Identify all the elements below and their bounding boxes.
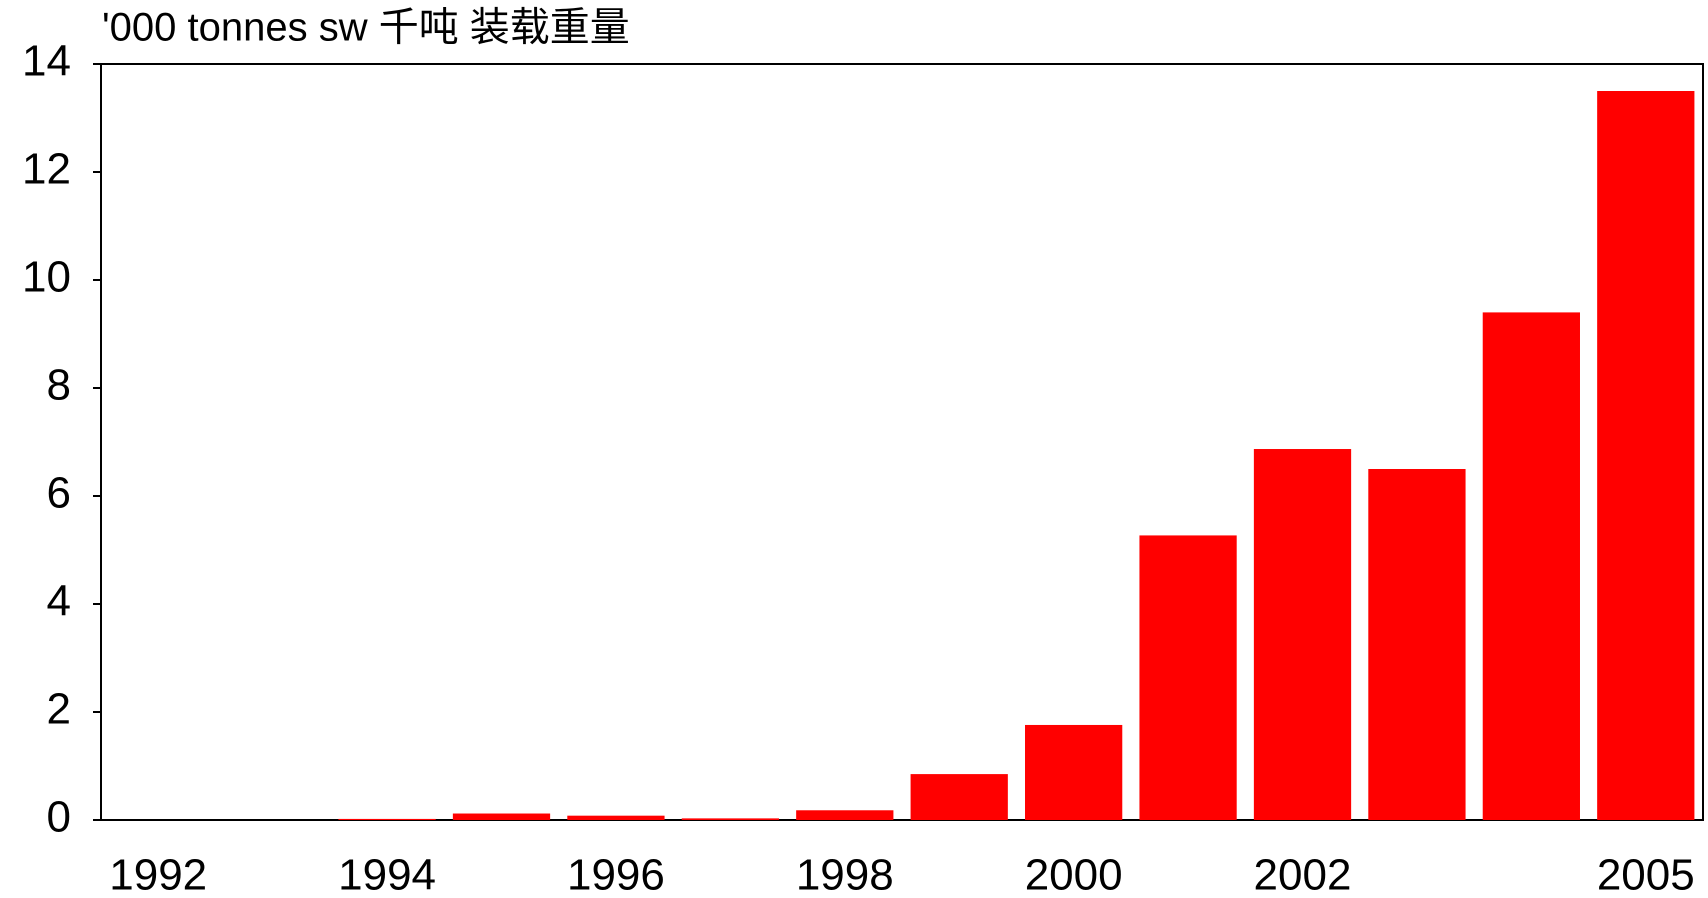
y-tick-label: 14 [22, 37, 71, 86]
bar [796, 810, 894, 820]
x-tick-label: 1998 [796, 851, 894, 898]
y-tick-label: 6 [47, 469, 71, 518]
plot-frame [100, 63, 1704, 821]
y-tick-label: 8 [47, 361, 71, 410]
bar [1139, 535, 1237, 820]
bar [1597, 91, 1695, 820]
x-tick-label: 2000 [1025, 851, 1123, 898]
x-tick-label: 1994 [338, 851, 436, 898]
bar [1025, 724, 1123, 820]
y-tick-label: 4 [47, 577, 71, 626]
bar [910, 774, 1008, 820]
bar [681, 818, 779, 820]
bar [338, 818, 436, 820]
y-tick-label: 0 [47, 793, 71, 842]
y-tick-label: 12 [22, 145, 71, 194]
bar [567, 815, 665, 820]
chart-title: '000 tonnes sw 千吨 装载重量 [102, 6, 630, 50]
x-tick-label: 2005 [1597, 851, 1695, 898]
x-tick-label: 2002 [1254, 851, 1352, 898]
bar [452, 813, 551, 820]
x-tick-label: 1992 [109, 851, 207, 898]
x-tick-label: 1996 [567, 851, 665, 898]
bar [1368, 469, 1466, 820]
y-tick-label: 10 [22, 253, 71, 302]
y-tick-label: 2 [47, 685, 71, 734]
bar [1482, 312, 1580, 820]
bar [1253, 449, 1352, 820]
